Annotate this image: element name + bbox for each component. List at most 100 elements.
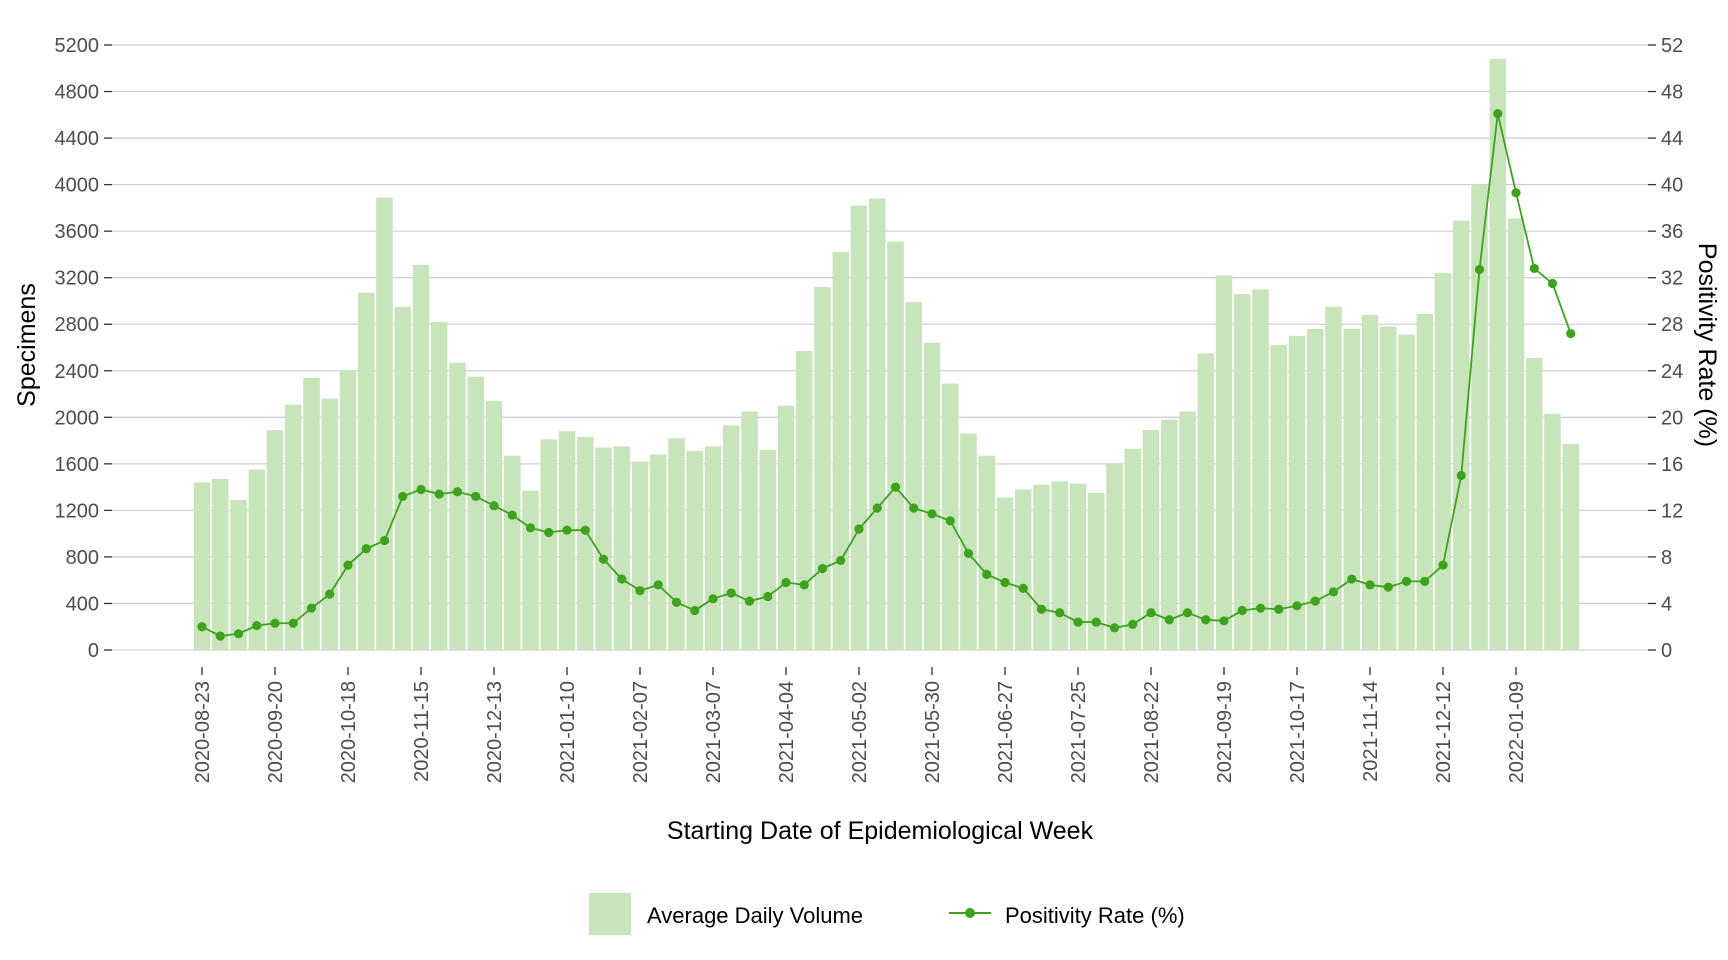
bar: [1562, 444, 1579, 650]
bar: [230, 499, 247, 650]
y-axis-right-title: Positivity Rate (%): [1693, 243, 1721, 447]
y-left-tick-label: 4000: [55, 175, 100, 197]
x-tick-label: 2020-09-20: [265, 681, 287, 783]
legend-label-bar: Average Daily Volume: [647, 903, 863, 928]
bar: [1398, 334, 1415, 650]
bar: [449, 362, 466, 650]
y-left-tick-label: 1600: [55, 454, 100, 476]
line-point: [489, 501, 499, 511]
line-point: [890, 482, 901, 492]
bar: [321, 398, 338, 650]
bar: [431, 321, 448, 650]
bar: [1489, 58, 1506, 650]
line-point: [1529, 263, 1539, 273]
line-point: [379, 536, 390, 546]
y-left-tick-label: 400: [66, 593, 99, 615]
bar: [540, 439, 557, 650]
line-point: [288, 618, 298, 628]
line-point: [544, 527, 554, 538]
line-point: [598, 554, 609, 564]
bar: [1142, 430, 1160, 650]
bar: [1416, 313, 1433, 650]
line-series-positivity-rate: [197, 109, 1576, 641]
x-tick-label: 2021-05-02: [849, 681, 871, 783]
bar: [558, 431, 576, 650]
bar-series-average-daily-volume: [193, 58, 1579, 651]
line-point: [361, 544, 371, 554]
line-point: [1146, 608, 1156, 618]
bar: [1471, 184, 1488, 650]
bar: [686, 451, 703, 650]
bar: [1361, 314, 1379, 650]
y-left-tick-label: 2800: [55, 314, 100, 336]
x-tick-label: 2020-12-13: [484, 681, 506, 783]
line-point: [1091, 617, 1101, 627]
y-right-tick-label: 52: [1661, 35, 1683, 57]
bar: [814, 287, 831, 650]
bar: [595, 447, 612, 650]
line-point: [963, 548, 974, 559]
bar: [631, 461, 649, 650]
line-point: [1456, 470, 1466, 481]
bar: [303, 377, 320, 650]
x-tick-label: 2021-02-07: [630, 681, 652, 783]
y-right-tick-label: 32: [1661, 268, 1683, 290]
line-point: [1073, 617, 1083, 627]
bar: [1325, 306, 1342, 650]
x-tick-label: 2021-10-17: [1287, 681, 1309, 783]
bar: [485, 401, 503, 650]
x-tick-label: 2021-06-27: [995, 681, 1017, 783]
line-point: [525, 523, 536, 533]
bar: [668, 438, 685, 650]
x-tick-label: 2022-01-09: [1506, 681, 1528, 783]
line-point: [1182, 608, 1193, 618]
line-point: [635, 586, 645, 596]
bar: [723, 425, 740, 650]
x-tick-label: 2021-01-10: [557, 681, 579, 783]
line-point: [1365, 580, 1375, 590]
x-tick-label: 2021-03-07: [703, 681, 725, 783]
line-point: [416, 484, 426, 495]
y-left-tick-label: 800: [66, 547, 99, 569]
bar: [522, 490, 539, 650]
bar: [796, 350, 813, 650]
bar: [577, 437, 594, 650]
legend: Average Daily Volume Positivity Rate (%): [589, 893, 1185, 935]
y-left-tick-label: 4800: [55, 82, 100, 104]
line-point: [1310, 596, 1320, 606]
bar: [1507, 218, 1525, 650]
axes: 0400800120016002000240028003200360040004…: [55, 35, 1684, 783]
y-left-tick-label: 0: [88, 640, 99, 662]
bar: [850, 205, 868, 651]
line-point: [197, 622, 207, 632]
line-point: [1255, 603, 1266, 613]
line-point: [1000, 577, 1010, 588]
bar: [704, 446, 722, 650]
bar: [741, 411, 758, 650]
line-point: [1511, 188, 1521, 198]
line-point: [1292, 601, 1302, 611]
line-point: [653, 580, 663, 590]
bar: [1270, 345, 1287, 650]
bar: [869, 198, 886, 651]
line-point: [799, 580, 809, 590]
bar: [1234, 293, 1251, 650]
line-point: [1566, 328, 1576, 339]
x-tick-label: 2021-08-22: [1141, 681, 1163, 783]
y-left-tick-label: 1200: [55, 500, 100, 522]
bar: [759, 449, 776, 650]
line-point: [1128, 619, 1138, 630]
line-point: [1383, 582, 1393, 592]
line-point: [1018, 583, 1028, 593]
bar: [193, 482, 211, 650]
line-point: [434, 489, 444, 499]
x-tick-label: 2021-12-12: [1433, 681, 1455, 783]
bar: [266, 430, 284, 650]
bar: [504, 455, 521, 650]
bar: [650, 454, 667, 650]
line-point: [982, 569, 992, 579]
line-point: [927, 509, 937, 519]
bar: [248, 469, 265, 650]
